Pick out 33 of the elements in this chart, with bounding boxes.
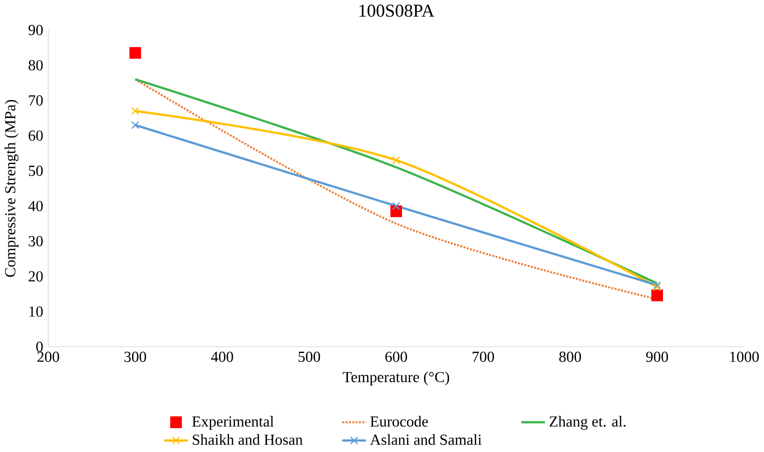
y-tick-label: 10	[29, 306, 43, 317]
legend-label: Experimental	[192, 416, 274, 430]
x-tick-label: 600	[385, 351, 408, 362]
legend-label: Zhang et. al.	[550, 416, 626, 430]
y-tick-label: 0	[36, 341, 43, 352]
y-tick-label: 30	[28, 236, 43, 246]
point	[131, 106, 140, 115]
point	[651, 289, 663, 302]
x-tick-label: 300	[124, 351, 146, 362]
point	[129, 46, 142, 59]
x-tick-label: 700	[472, 351, 494, 362]
legend-label: Shaikh and Hosan	[192, 434, 303, 445]
legend-label: Aslani and Samali	[370, 434, 482, 445]
legend-label: Eurocode	[370, 416, 428, 426]
y-tick-label: 90	[28, 24, 43, 36]
x-tick-label: 900	[646, 351, 668, 362]
chart-title: 100S08PA	[359, 4, 434, 17]
x-tick-label: 1000	[730, 351, 759, 362]
x-tick-label: 200	[37, 351, 60, 362]
point	[131, 120, 140, 129]
x-tick-label: 400	[211, 351, 234, 362]
x-tick-label: 800	[559, 351, 582, 362]
y-tick-label: 80	[28, 60, 43, 70]
point	[392, 202, 400, 210]
point	[392, 156, 400, 164]
y-tick-label: 50	[28, 165, 43, 176]
y-axis-title: Compressive Strength (MPa)	[4, 100, 19, 277]
y-tick-label: 20	[28, 271, 43, 282]
y-tick-label: 60	[28, 130, 43, 141]
y-tick-label: 70	[29, 95, 43, 106]
x-tick-label: 500	[298, 351, 320, 362]
y-tick-label: 40	[28, 200, 43, 211]
x-axis-title: Temperature (°C)	[342, 371, 450, 386]
